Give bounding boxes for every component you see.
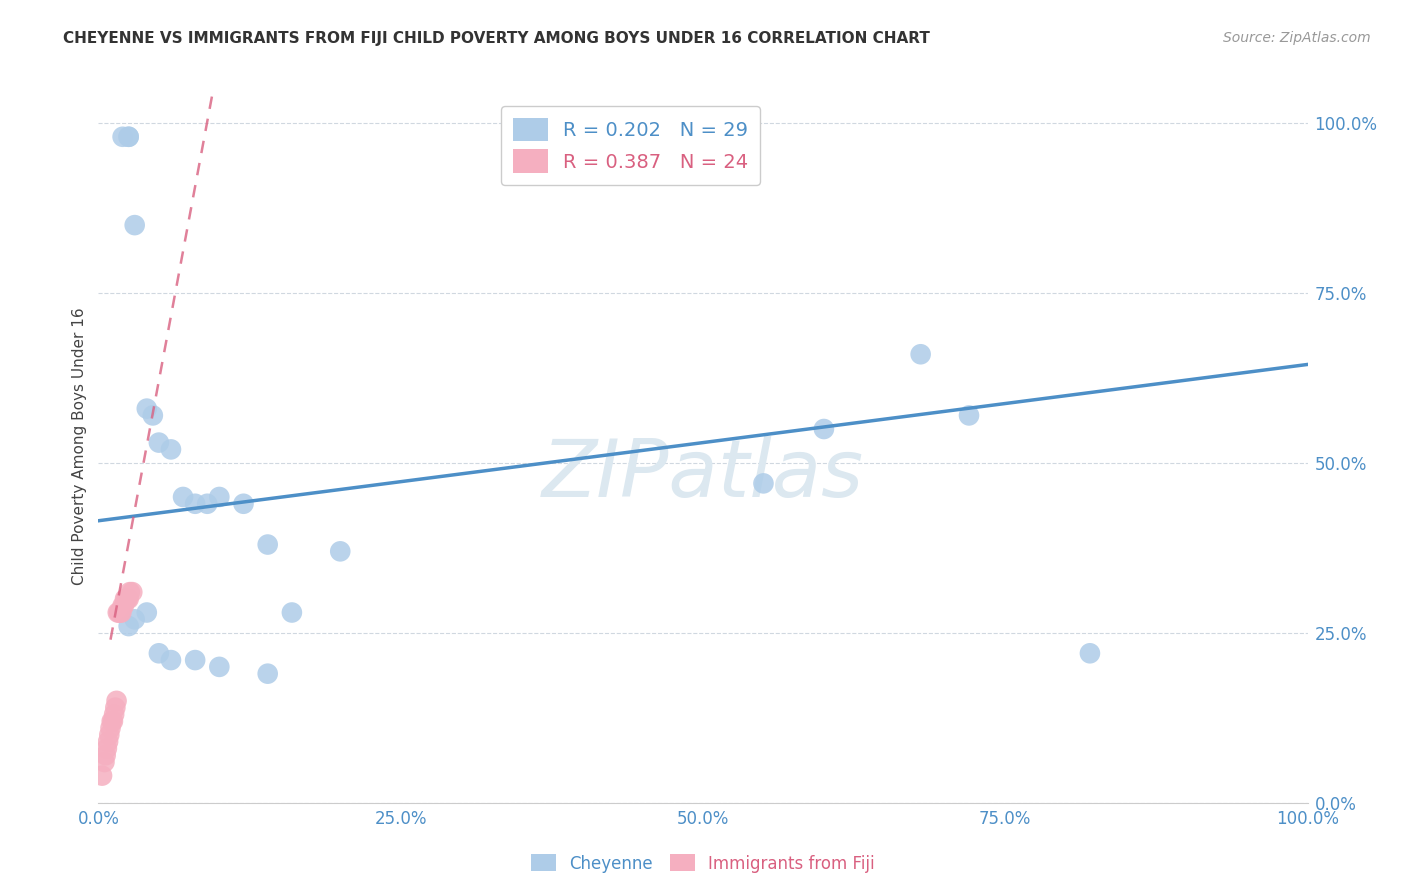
- Point: [184, 497, 207, 511]
- Point: [94, 748, 117, 763]
- Point: [118, 591, 141, 606]
- Point: [118, 585, 141, 599]
- Point: [160, 442, 183, 457]
- Y-axis label: Child Poverty Among Boys Under 16: Child Poverty Among Boys Under 16: [72, 307, 87, 585]
- Point: [98, 728, 121, 742]
- Point: [91, 769, 114, 783]
- Point: [104, 700, 127, 714]
- Point: [96, 741, 118, 756]
- Point: [329, 544, 352, 558]
- Point: [114, 591, 136, 606]
- Point: [208, 490, 231, 504]
- Point: [115, 591, 138, 606]
- Point: [124, 612, 146, 626]
- Point: [1078, 646, 1101, 660]
- Point: [108, 606, 131, 620]
- Point: [184, 653, 207, 667]
- Text: Source: ZipAtlas.com: Source: ZipAtlas.com: [1223, 31, 1371, 45]
- Point: [121, 585, 143, 599]
- Point: [101, 714, 124, 729]
- Point: [148, 646, 170, 660]
- Point: [148, 435, 170, 450]
- Legend: R = 0.202   N = 29, R = 0.387   N = 24: R = 0.202 N = 29, R = 0.387 N = 24: [501, 106, 761, 185]
- Point: [281, 606, 304, 620]
- Point: [111, 129, 134, 144]
- Point: [107, 606, 129, 620]
- Point: [97, 734, 120, 748]
- Point: [160, 653, 183, 667]
- Point: [910, 347, 932, 361]
- Point: [118, 129, 141, 144]
- Point: [100, 721, 122, 735]
- Text: ZIPatlas: ZIPatlas: [541, 435, 865, 514]
- Point: [105, 694, 128, 708]
- Point: [752, 476, 775, 491]
- Point: [100, 714, 122, 729]
- Point: [118, 619, 141, 633]
- Point: [93, 755, 115, 769]
- Point: [232, 497, 254, 511]
- Point: [112, 599, 135, 613]
- Point: [111, 599, 134, 613]
- Point: [135, 401, 157, 416]
- Point: [957, 409, 980, 423]
- Point: [195, 497, 218, 511]
- Point: [124, 218, 146, 232]
- Point: [256, 537, 278, 551]
- Text: CHEYENNE VS IMMIGRANTS FROM FIJI CHILD POVERTY AMONG BOYS UNDER 16 CORRELATION C: CHEYENNE VS IMMIGRANTS FROM FIJI CHILD P…: [63, 31, 931, 46]
- Point: [108, 606, 131, 620]
- Point: [256, 666, 278, 681]
- Point: [813, 422, 835, 436]
- Point: [103, 707, 125, 722]
- Point: [172, 490, 194, 504]
- Point: [117, 591, 139, 606]
- Point: [142, 409, 165, 423]
- Point: [208, 660, 231, 674]
- Legend: Cheyenne, Immigrants from Fiji: Cheyenne, Immigrants from Fiji: [524, 847, 882, 880]
- Point: [135, 606, 157, 620]
- Point: [118, 129, 141, 144]
- Point: [110, 606, 132, 620]
